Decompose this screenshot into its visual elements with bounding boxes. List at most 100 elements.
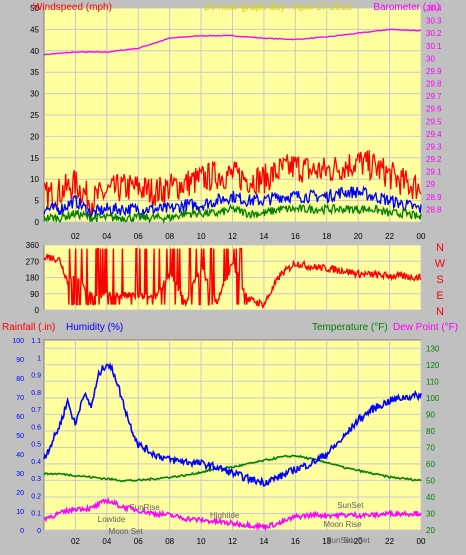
temp-x-tick-label: 18 [322,537,331,546]
temp-x-tick-label: 12 [228,537,237,546]
humidity-y-tick-label: 20 [16,490,24,497]
barometer-line [43,28,421,56]
wind-x-tick-label: 20 [354,232,363,241]
wind-y-tick-label: 5 [35,197,40,206]
temp-x-tick-label: 20 [354,537,363,546]
compass-label: N [436,242,444,254]
direction-y-tick-label: 0 [35,306,40,315]
humidity-y-tick-label: 100 [12,338,24,345]
wind-y-tick-label: 40 [30,47,39,56]
wind-y-axis-title: Windspeed (mph) [33,2,112,13]
barometer-y-tick-label: 29 [426,180,435,189]
rain-y-axis-title: Rainfall (.in) [2,322,55,333]
wind-y-tick-label: 25 [30,111,39,120]
temp-y-tick-label: 20 [426,526,435,535]
wind-y-tick-label: 20 [30,132,39,141]
rain-y-tick-label: 0.8 [31,390,41,397]
wind-y-tick-label: 10 [30,175,39,184]
wind-x-tick-label: 12 [228,232,237,241]
event-annotation: Lowtide [98,515,126,524]
humidity-y-tick-label: 90 [16,357,24,364]
compass-label: W [435,258,446,270]
rain-y-tick-label: 0.7 [31,407,41,414]
temp-y-tick-label: 70 [426,443,435,452]
wind-x-tick-label: 02 [71,232,80,241]
temp-y-tick-label: 40 [426,493,435,502]
rain-y-tick-label: 0.6 [31,424,41,431]
barometer-y-tick-label: 29.4 [426,130,442,139]
temperature-line [43,454,422,483]
wind-y-tick-label: 15 [30,154,39,163]
temp-x-tick-label: 10 [197,537,206,546]
temp-y-tick-label: 80 [426,427,435,436]
barometer-y-tick-label: 30.3 [426,17,442,26]
event-annotation: Moon Set [109,527,144,536]
humidity-y-axis-title: Humidity (%) [66,322,123,333]
wind-x-tick-label: 00 [417,232,426,241]
wind-x-tick-label: 14 [259,232,268,241]
direction-y-tick-label: 180 [26,274,40,283]
temp-y-tick-label: 90 [426,410,435,419]
barometer-y-tick-label: 30.2 [426,29,442,38]
barometer-y-axis-title: Barometer (.in) [373,2,440,13]
wind-x-tick-label: 04 [102,232,111,241]
direction-y-tick-label: 270 [26,257,40,266]
rain-y-tick-label: 0.9 [31,373,41,380]
humidity-line [43,361,422,487]
temp-x-tick-label: 06 [134,537,143,546]
temp-x-tick-label: 02 [71,537,80,546]
wind-direction-line [43,247,422,309]
humidity-y-tick-label: 30 [16,471,24,478]
temp-x-tick-label: 16 [291,537,300,546]
event-annotation: SunRise [129,503,160,512]
event-annotation: Hightide [210,511,240,520]
barometer-y-tick-label: 30.4 [426,4,442,13]
barometer-y-tick-label: 29.9 [426,67,442,76]
humidity-y-tick-label: 10 [16,509,24,516]
wind-y-tick-label: 45 [30,25,39,34]
rain-y-tick-label: 0 [37,528,41,535]
event-annotation: SunSet [337,501,364,510]
graph-title: 24 hour graph day : April 17 2013 [204,2,352,13]
temp-y-tick-label: 50 [426,476,435,485]
temp-x-tick-label: 14 [259,537,268,546]
wind-speed-line [43,185,422,221]
rain-y-tick-label: 0.1 [31,511,41,518]
rain-y-tick-label: 0.5 [31,442,41,449]
wind-x-tick-label: 10 [197,232,206,241]
rain-y-tick-label: 0.3 [31,476,41,483]
barometer-y-tick-label: 29.3 [426,142,442,151]
event-annotation: Moon Rise [323,520,362,529]
wind-x-tick-label: 18 [322,232,331,241]
temp-y-tick-label: 100 [426,394,440,403]
temp-x-tick-label: 00 [417,537,426,546]
barometer-y-tick-label: 28.9 [426,193,442,202]
compass-label: E [436,290,443,302]
wind-y-tick-label: 35 [30,68,39,77]
temp-y-tick-label: 110 [426,377,439,386]
temperature-y-axis-title: Temperature (°F) [312,322,388,333]
temp-y-tick-label: 30 [426,509,435,518]
wind-y-tick-label: 30 [30,90,39,99]
wind-x-tick-label: 06 [134,232,143,241]
barometer-y-tick-label: 29.2 [426,155,442,164]
barometer-y-tick-label: 28.8 [426,205,442,214]
wind-x-tick-label: 08 [165,232,174,241]
humidity-y-tick-label: 50 [16,433,24,440]
wind-y-tick-label: 0 [35,218,40,227]
rain-y-tick-label: 1 [37,355,41,362]
wind-gust-line [43,150,422,217]
temp-x-tick-label: 22 [385,537,394,546]
rain-y-tick-label: 0.2 [31,493,41,500]
direction-y-tick-label: 360 [26,241,40,250]
dewpoint-y-axis-title: Dew Point (°F) [393,322,458,333]
barometer-y-tick-label: 29.1 [426,168,442,177]
temp-y-tick-label: 130 [426,344,440,353]
rain-y-tick-label: 1.1 [31,338,41,345]
humidity-y-tick-label: 40 [16,452,24,459]
event-annotation: SunSet [343,536,370,545]
direction-y-tick-label: 90 [30,290,39,299]
wind-y-tick-label: 50 [30,4,39,13]
